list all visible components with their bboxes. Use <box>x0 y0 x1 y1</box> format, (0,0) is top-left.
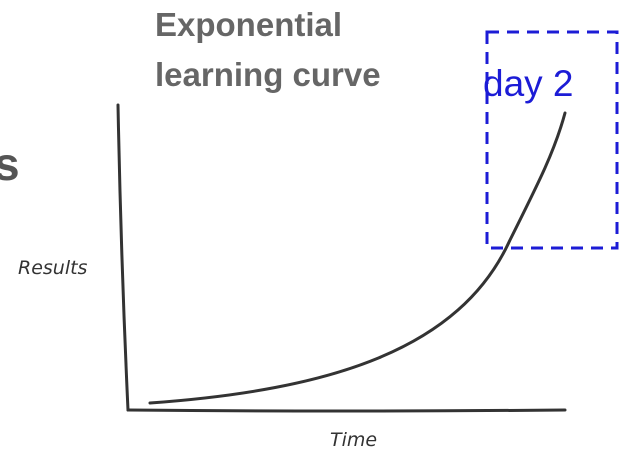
x-axis-label: Time <box>330 429 377 451</box>
y-axis <box>116 103 130 412</box>
annotation: day 2 <box>483 63 574 104</box>
y-axis-label: Results <box>18 257 88 279</box>
title-line: learning curve <box>155 56 381 93</box>
highlight-box <box>485 30 619 250</box>
curve <box>148 111 567 405</box>
title-line: Exponential <box>155 6 342 43</box>
x-axis <box>126 408 567 413</box>
cut-off-text: s <box>0 138 20 190</box>
